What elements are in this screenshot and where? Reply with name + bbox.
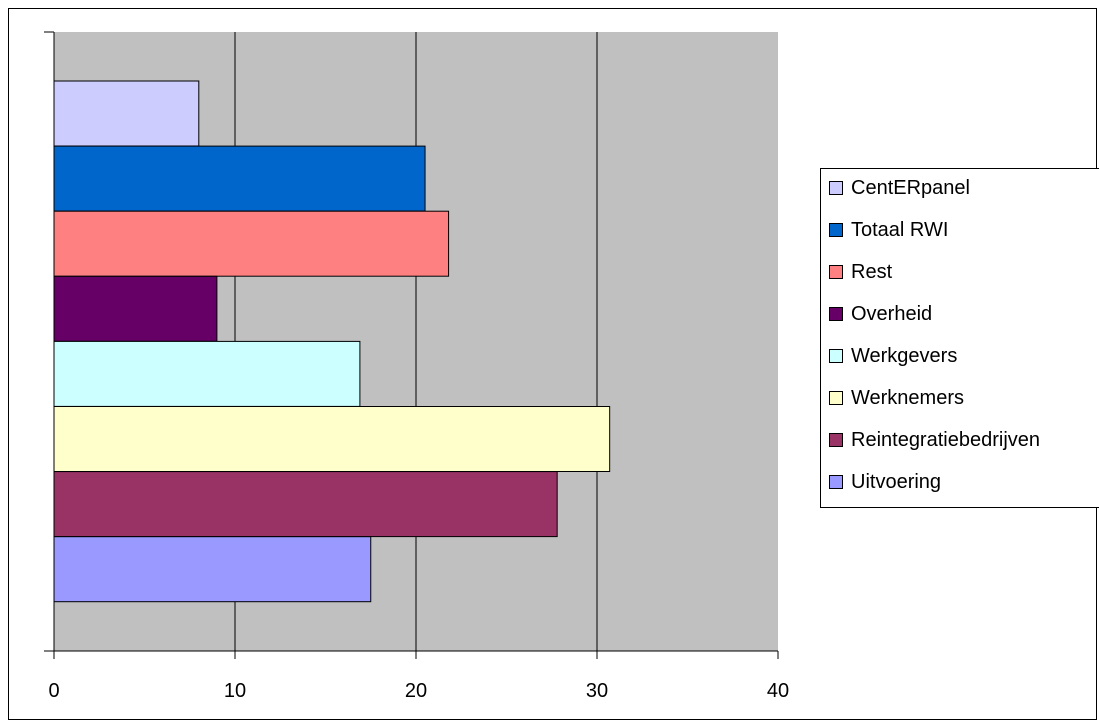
legend-item-6: Reintegratiebedrijven [829,427,1040,453]
legend-item-0: CentERpanel [829,175,970,201]
legend-swatch [829,265,843,279]
legend-label: Reintegratiebedrijven [851,428,1041,451]
legend-label: Totaal RWI [851,218,949,241]
x-tick-label-0: 0 [48,680,59,702]
legend-label: Rest [851,260,893,283]
legend-item-7: Uitvoering [829,469,941,495]
legend-swatch [829,223,843,237]
legend-item-2: Rest [829,259,892,285]
bar-5 [53,406,611,472]
legend-item-1: Totaal RWI [829,217,948,243]
bar-0 [53,80,200,147]
legend-swatch [829,307,843,321]
x-tick-label-2: 20 [405,680,427,702]
legend-label: Werkgevers [851,344,958,367]
legend-label: Werknemers [851,386,964,409]
legend-swatch [829,349,843,363]
legend-item-5: Werknemers [829,385,964,411]
legend-swatch [829,433,843,447]
legend-item-4: Werkgevers [829,343,957,369]
bar-1 [53,145,426,212]
bar-3 [53,275,218,342]
legend-label: Overheid [851,302,933,325]
legend-swatch [829,391,843,405]
legend-swatch [829,181,843,195]
x-tick-label-1: 10 [224,680,246,702]
legend: CentERpanel Totaal RWI Rest Overheid Werkgev… [820,168,1099,508]
x-tick-label-4: 40 [767,680,789,702]
bar-4 [53,340,361,407]
bar-2 [53,210,450,277]
legend-item-3: Overheid [829,301,932,327]
x-tick-label-3: 30 [586,680,608,702]
bar-7 [53,536,372,603]
legend-label: CentERpanel [851,176,970,199]
legend-swatch [829,475,843,489]
legend-label: Uitvoering [851,470,942,493]
bar-6 [53,471,558,538]
